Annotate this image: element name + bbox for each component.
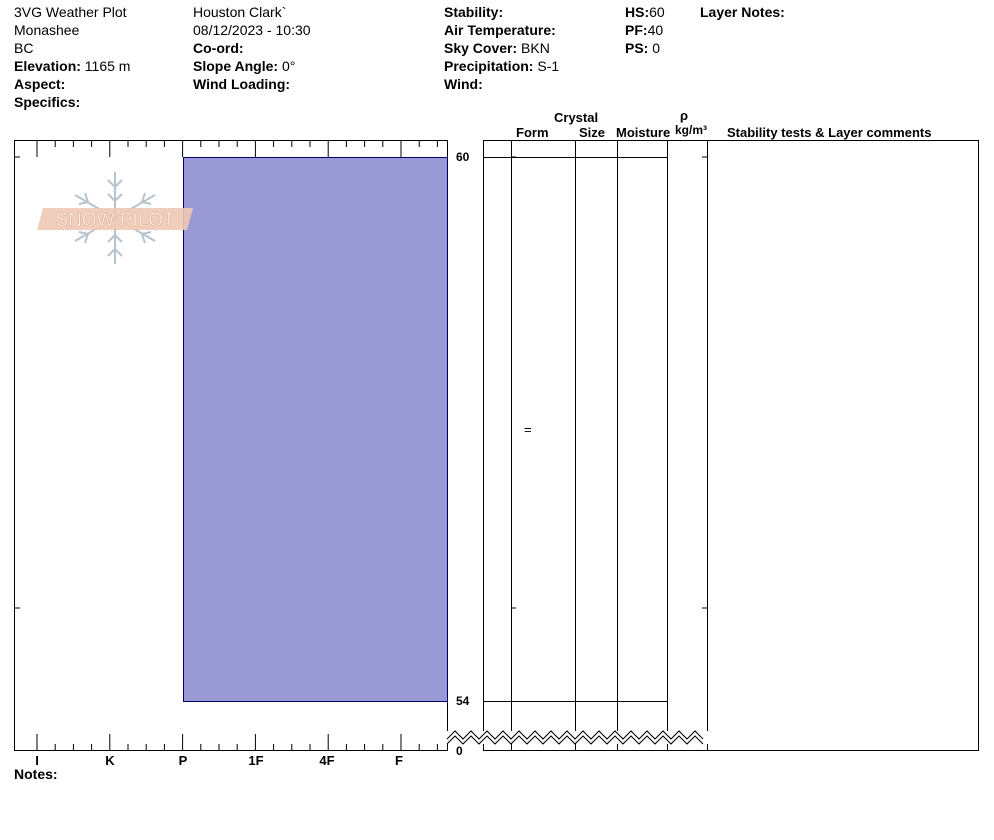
precip-value: S-1 bbox=[537, 58, 560, 74]
depth-label-54: 54 bbox=[456, 694, 470, 708]
slope-label: Slope Angle: bbox=[193, 58, 279, 74]
hs-value: 60 bbox=[649, 4, 665, 20]
moisture-header: Moisture bbox=[616, 125, 671, 140]
elevation-value: 1165 m bbox=[84, 58, 131, 74]
snowpilot-logo: SNOW PILOT bbox=[37, 172, 193, 264]
hardness-ticks bbox=[14, 141, 438, 750]
depth-label-0: 0 bbox=[456, 744, 463, 758]
sky-label: Sky Cover: bbox=[444, 40, 518, 56]
plot-title: 3VG Weather Plot bbox=[14, 4, 127, 20]
hardness-label-1F: 1F bbox=[248, 753, 263, 768]
hs-row: HS:60 bbox=[625, 3, 665, 21]
aspect-label: Aspect: bbox=[14, 76, 66, 92]
slope-value: 0° bbox=[281, 58, 296, 74]
observation-datetime: 08/12/2023 - 10:30 bbox=[193, 22, 311, 38]
air-temp-label: Air Temperature: bbox=[444, 22, 556, 38]
precip-row: Precipitation: S-1 bbox=[444, 57, 559, 75]
sky-value: BKN bbox=[521, 40, 550, 56]
slope-row: Slope Angle: 0° bbox=[193, 57, 295, 75]
hardness-axis-labels: I K P 1F 4F F bbox=[35, 753, 403, 768]
notes-label: Notes: bbox=[14, 766, 58, 782]
specifics-label: Specifics: bbox=[14, 94, 81, 110]
location-name: Monashee bbox=[14, 22, 80, 38]
wind-label: Wind: bbox=[444, 76, 483, 92]
depth-axis-labels: 60 54 0 bbox=[456, 150, 470, 758]
stability-label: Stability: bbox=[444, 4, 504, 20]
coord-label: Co-ord: bbox=[193, 40, 244, 56]
layer-boundary-lines bbox=[483, 156, 707, 702]
hardness-label-I: I bbox=[35, 753, 39, 768]
elevation-row: Elevation: 1165 m bbox=[14, 57, 130, 75]
sky-row: Sky Cover: BKN bbox=[444, 39, 550, 57]
hardness-label-P: P bbox=[179, 753, 188, 768]
layer-form-symbol: = bbox=[524, 422, 532, 437]
wind-loading-label: Wind Loading: bbox=[193, 76, 291, 92]
observer-name: Houston Clark` bbox=[193, 4, 287, 20]
depth-label-60: 60 bbox=[456, 150, 470, 164]
hardness-label-4F: 4F bbox=[319, 753, 334, 768]
rho-header: ρ bbox=[680, 108, 689, 123]
ps-row: PS: 0 bbox=[625, 39, 660, 57]
pf-row: PF:40 bbox=[625, 21, 663, 39]
precip-label: Precipitation: bbox=[444, 58, 534, 74]
pf-label: PF: bbox=[625, 22, 648, 38]
density-unit-header: kg/m³ bbox=[675, 123, 708, 137]
layer-table-frame bbox=[483, 140, 979, 751]
ps-label: PS: bbox=[625, 40, 649, 56]
layer-notes-label: Layer Notes: bbox=[700, 4, 785, 20]
region-name: BC bbox=[14, 40, 34, 56]
pf-value: 40 bbox=[647, 22, 664, 38]
hs-label: HS: bbox=[625, 4, 650, 20]
hardness-label-F: F bbox=[395, 753, 403, 768]
stability-comments-header: Stability tests & Layer comments bbox=[727, 125, 932, 140]
form-header: Form bbox=[516, 125, 549, 140]
crystal-header: Crystal bbox=[554, 110, 599, 125]
depth-break-zigzag bbox=[446, 730, 708, 745]
layer-hardness-bar bbox=[183, 157, 448, 702]
size-header: Size bbox=[579, 125, 606, 140]
logo-text: SNOW PILOT bbox=[55, 210, 175, 231]
ps-value: 0 bbox=[652, 40, 661, 56]
layer-table-columns bbox=[511, 140, 708, 751]
elevation-label: Elevation: bbox=[14, 58, 81, 74]
hardness-label-K: K bbox=[105, 753, 115, 768]
